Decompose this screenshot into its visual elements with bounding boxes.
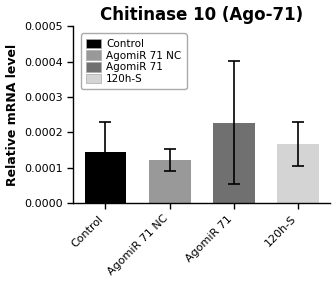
Bar: [278, 144, 319, 203]
Bar: [85, 152, 126, 203]
Bar: [149, 160, 191, 203]
Legend: Control, AgomiR 71 NC, AgomiR 71, 120h-S: Control, AgomiR 71 NC, AgomiR 71, 120h-S: [81, 33, 186, 89]
Y-axis label: Relative mRNA level: Relative mRNA level: [6, 44, 18, 186]
Title: Chitinase 10 (Ago-71): Chitinase 10 (Ago-71): [100, 6, 303, 23]
Bar: [213, 123, 255, 203]
